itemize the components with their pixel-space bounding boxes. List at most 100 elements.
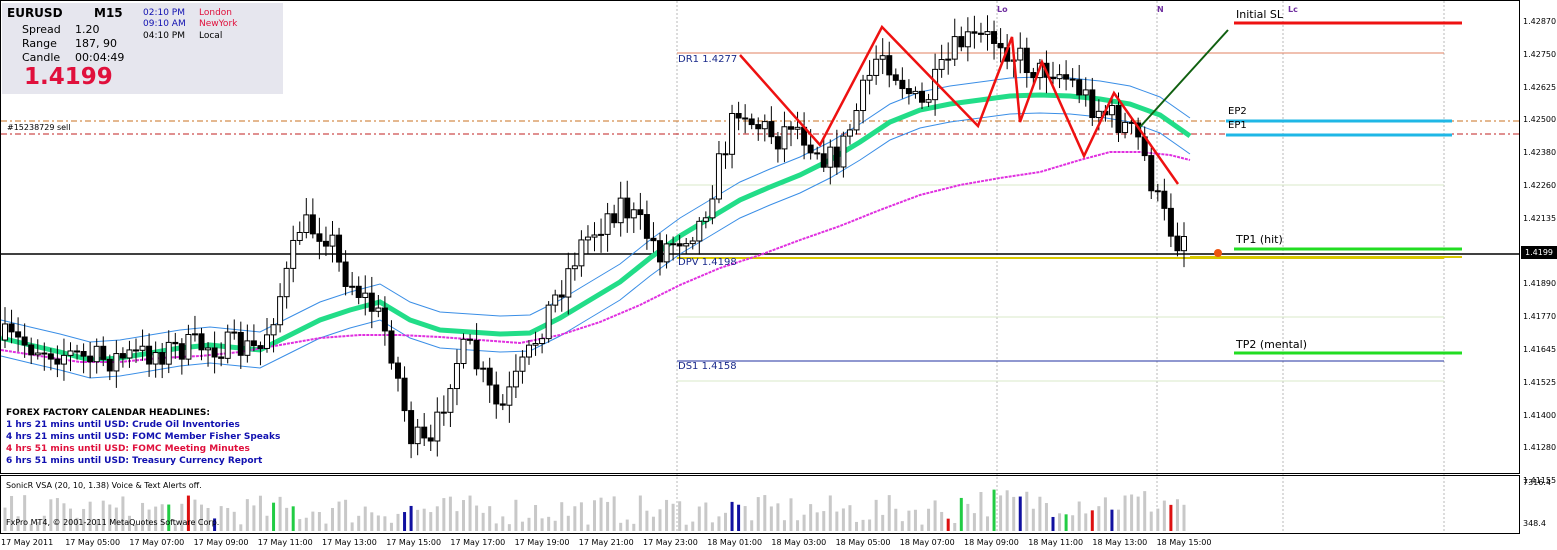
volume-bar [593,500,596,531]
symbol-info-panel: EURUSD M15 Spread 1.20 Range 187, 90 Can… [2,3,283,94]
candle-body [119,353,126,359]
candle-body [126,349,133,359]
volume-bar [180,503,184,531]
candle-body [1030,72,1037,79]
volume-bar [972,513,976,531]
candle-body [244,340,251,356]
volume-bar [285,507,289,531]
spread-label: Spread [22,23,61,36]
volume-bar [121,496,125,531]
volume-bar [933,500,937,531]
volume-bar [154,506,158,531]
zigzag-line [739,24,1180,185]
range-value: 187, 90 [75,37,117,50]
time-axis-label: 18 May 13:00 [1092,538,1148,547]
candle-body [539,338,546,345]
candle-label: Candle [22,51,61,64]
candle-body [54,358,61,365]
candle-body [309,214,316,235]
candle-body [1154,190,1161,193]
volume-bar [1136,496,1140,531]
candle-body [257,345,264,349]
volume-indicator-label: SonicR VSA (20, 10, 1.38) Voice & Text A… [6,481,202,490]
candle-body [977,32,984,35]
volume-bar [127,515,131,531]
time-axis-label: 17 May 11:00 [257,538,313,547]
candle-body [886,55,893,76]
candle-body [683,243,690,247]
candle-body [218,356,225,359]
candle-body [984,31,991,35]
candle-body [794,126,801,130]
volume-bar [920,524,924,531]
pivot-ds1-label: DS1 1.4158 [678,361,737,372]
volume-bar [900,521,904,531]
time-axis-label: 17 May 15:00 [386,538,442,547]
volume-bar [828,495,832,531]
volume-bar [586,524,590,531]
candle-body [729,112,736,155]
volume-bar [1130,494,1134,531]
volume-bar [82,508,86,531]
candle-body [506,386,513,406]
candle-body [47,353,54,360]
volume-bar [265,515,269,531]
volume-bar [3,507,7,531]
volume-bar [612,496,616,531]
volume-bar [62,503,66,531]
candle-body [1076,79,1083,96]
candle-body [1082,89,1089,96]
candle-body [748,118,755,126]
volume-bar [1117,509,1120,531]
volume-bar [370,512,374,531]
price-axis-label: 1.41525 [1523,377,1557,387]
candle-body [355,285,362,298]
volume-bar [848,505,852,531]
candle-body [440,411,447,414]
candle-body [165,341,172,365]
candle-body [152,352,159,365]
volume-bar [258,495,262,531]
candle-body [637,209,644,216]
candle-body [1115,105,1122,134]
candle-body [159,352,166,365]
candle-body [814,152,821,155]
candle-body [473,339,480,370]
candle-body [820,153,827,168]
candle-body [80,351,87,357]
volume-bar [10,495,14,531]
volume-bar [966,503,970,531]
volume-bar [953,522,957,531]
candle-body [742,117,749,120]
volume-bar [278,496,282,531]
volume-bar [881,514,885,531]
price-axis-label: 1.41400 [1523,410,1557,420]
volume-bar [134,524,138,531]
order-label[interactable]: #15238729 sell [7,123,71,132]
volume-bar [789,498,793,531]
volume-bar [756,497,760,531]
candle-body [630,209,637,219]
candle-body [722,153,729,156]
volume-bar [691,521,695,531]
timeframe-label: M15 [94,6,123,20]
volume-bar [344,499,348,531]
volume-bar [239,524,243,531]
candle-body [532,343,539,346]
candle-body [205,347,212,351]
trend-line [1139,29,1229,128]
volume-bar [1051,516,1055,531]
volume-bar [710,522,714,531]
volume-bar [389,522,393,531]
volume-bar [1103,497,1107,531]
session-marker-n: N [1157,5,1164,14]
candle-body [1167,207,1174,237]
candle-body [322,240,329,247]
news-item: 6 hrs 51 mins until USD: Treasury Curren… [6,456,263,466]
volume-bar [16,516,20,531]
time-axis-label: 18 May 09:00 [964,538,1019,547]
candle-body [663,243,670,263]
volume-bar [114,507,118,531]
candle-body [460,338,467,365]
